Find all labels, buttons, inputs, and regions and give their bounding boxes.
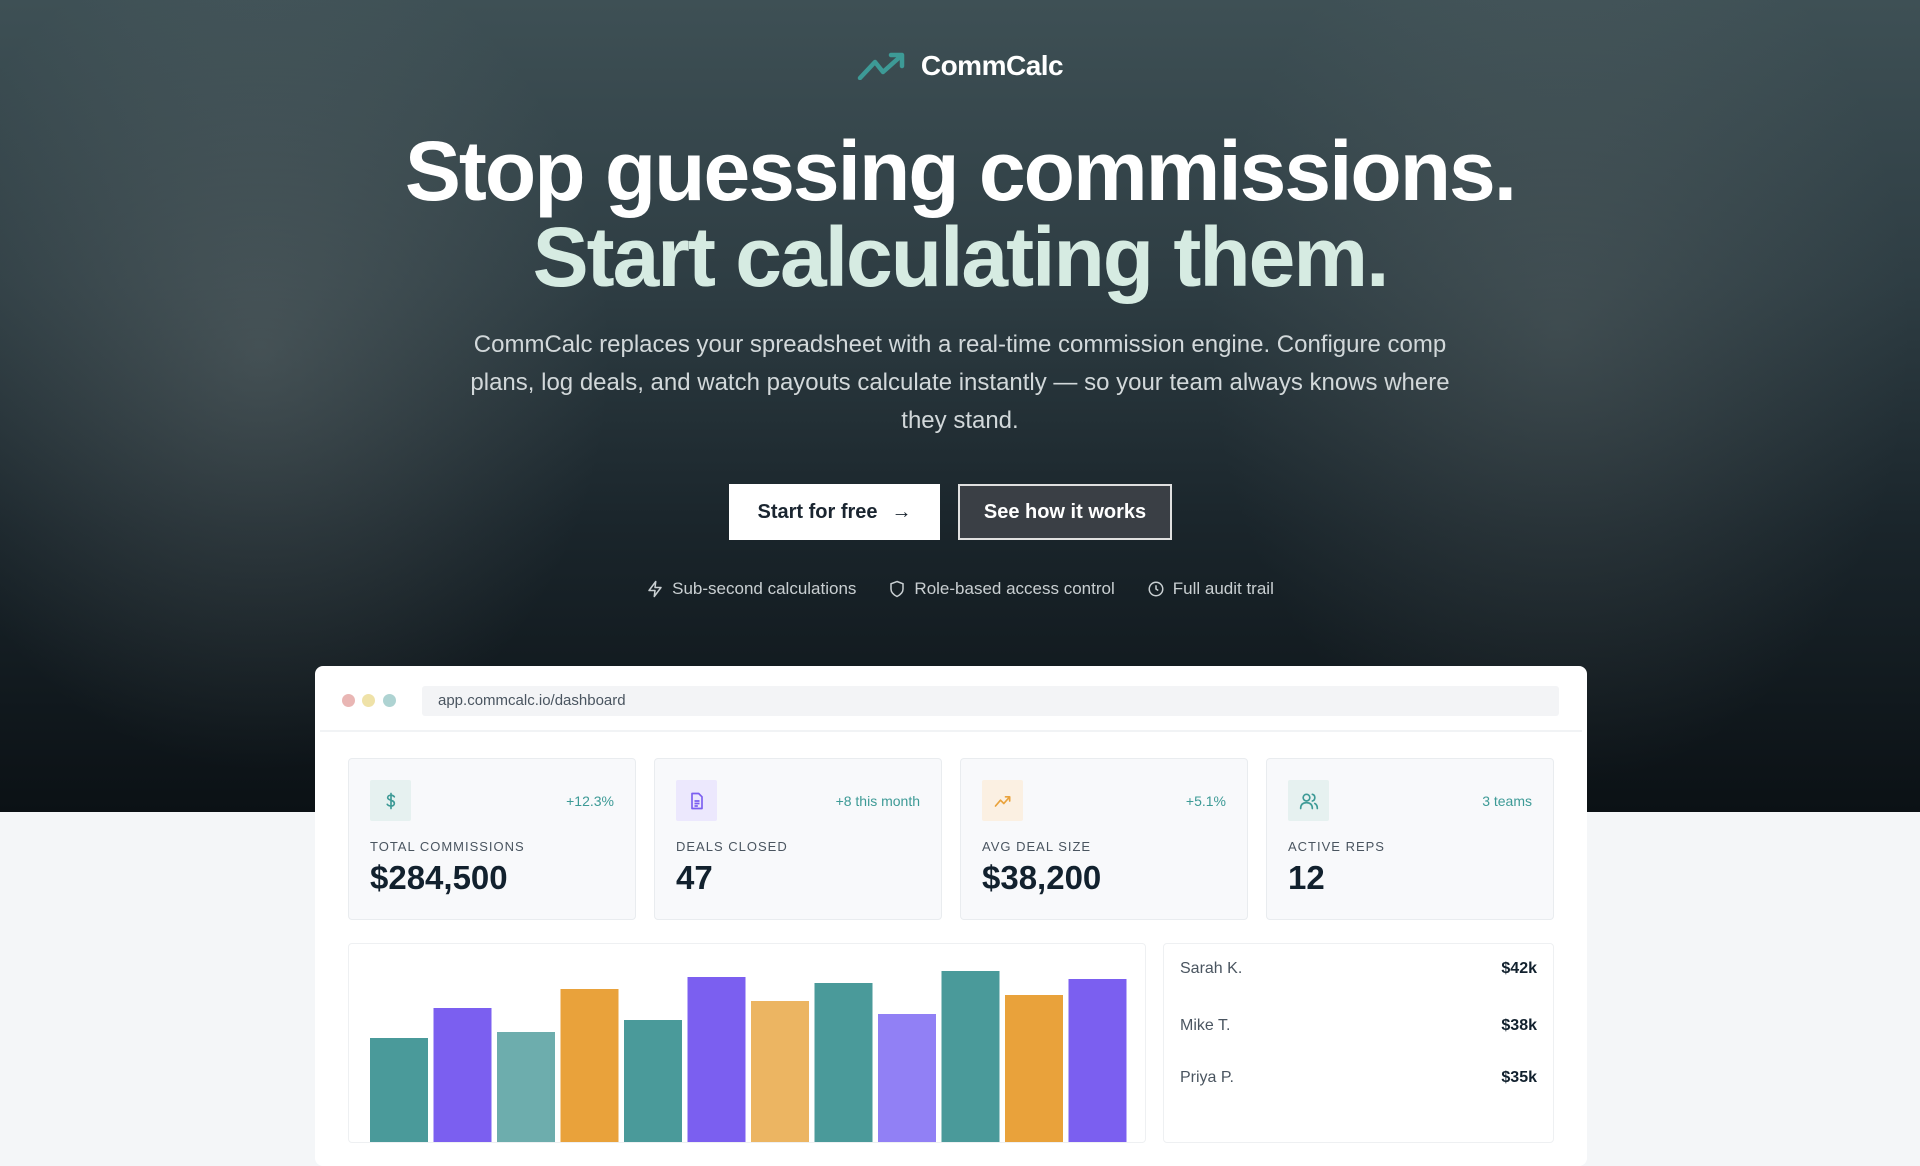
feature-item: Full audit trail <box>1147 579 1274 599</box>
logo[interactable]: CommCalc <box>0 50 1920 82</box>
feature-label: Role-based access control <box>914 579 1115 598</box>
feature-item: Role-based access control <box>888 579 1115 599</box>
leaderboard-panel: Sarah K. $42k Mike T. $38k Priya P. $35k <box>1163 943 1554 1143</box>
rep-name: Sarah K. <box>1180 960 1243 977</box>
brand-name: CommCalc <box>920 50 1064 81</box>
chart-bar <box>1068 979 1127 1142</box>
headline-line-1: Stop guessing commissions. <box>404 124 1517 218</box>
rep-amount: $35k <box>1501 1069 1537 1086</box>
rep-amount: $42k <box>1501 960 1537 977</box>
stat-icon-box <box>370 780 411 821</box>
dollar-icon <box>385 792 395 809</box>
stat-card: +5.1% AVG DEAL SIZE $38,200 <box>960 758 1248 920</box>
lightning-icon <box>648 580 662 598</box>
headline: Stop guessing commissions. Start calculat… <box>0 128 1920 300</box>
clock-icon <box>1148 581 1164 597</box>
stat-label: AVG DEAL SIZE <box>982 839 1092 854</box>
see-how-label: See how it works <box>983 500 1147 523</box>
leaderboard-row[interactable]: Sarah K. $42k <box>1180 960 1537 978</box>
chart-bar <box>941 971 1000 1142</box>
stat-icon-box <box>676 780 717 821</box>
trending-up-icon <box>994 795 1010 807</box>
stat-icon-box <box>1288 780 1329 821</box>
stat-icon-box <box>982 780 1023 821</box>
stat-label: ACTIVE REPS <box>1288 839 1385 854</box>
stat-label: TOTAL COMMISSIONS <box>370 839 525 854</box>
headline-line-2: Start calculating them. <box>532 210 1390 304</box>
subtitle: CommCalc replaces your spreadsheet with … <box>470 331 1450 434</box>
users-icon <box>1299 793 1318 809</box>
stat-value: $284,500 <box>370 859 508 896</box>
stat-value: $38,200 <box>982 859 1102 896</box>
stat-delta: +12.3% <box>566 793 614 809</box>
feature-label: Sub-second calculations <box>672 579 857 598</box>
window-minimize-dot <box>362 694 375 707</box>
chart-bar <box>687 977 746 1142</box>
chart-bar <box>814 983 873 1142</box>
stat-card: +8 this month DEALS CLOSED 47 <box>654 758 942 920</box>
rep-name: Priya P. <box>1180 1069 1234 1086</box>
shield-icon <box>890 580 905 598</box>
leaderboard-row[interactable]: Priya P. $35k <box>1180 1069 1537 1087</box>
rep-amount: $38k <box>1501 1017 1537 1034</box>
chart-bar <box>370 1038 428 1142</box>
see-how-button[interactable]: See how it works <box>958 484 1172 540</box>
stat-delta: 3 teams <box>1482 793 1532 809</box>
trending-up-icon <box>857 52 905 80</box>
feature-item: Sub-second calculations <box>646 579 856 599</box>
start-free-label: Start for free <box>757 500 878 523</box>
stat-value: 12 <box>1288 859 1325 896</box>
window-close-dot <box>342 694 355 707</box>
stat-delta: +5.1% <box>1185 793 1226 809</box>
chart-bar <box>433 1008 492 1142</box>
arrow-right-icon: → <box>891 500 912 523</box>
chart-bar <box>497 1032 555 1142</box>
stat-card: +12.3% TOTAL COMMISSIONS $284,500 <box>348 758 636 920</box>
start-free-button[interactable]: Start for free → <box>729 484 940 540</box>
window-maximize-dot <box>383 694 396 707</box>
stat-delta: +8 this month <box>835 793 920 809</box>
leaderboard-row[interactable]: Mike T. $38k <box>1180 1017 1537 1035</box>
feature-label: Full audit trail <box>1172 579 1274 598</box>
stat-label: DEALS CLOSED <box>676 839 788 854</box>
url-bar: app.commcalc.io/dashboard <box>422 686 1559 716</box>
chart-bar <box>1005 995 1063 1142</box>
chart-bar <box>751 1001 809 1142</box>
chart-panel <box>348 943 1146 1143</box>
rep-name: Mike T. <box>1180 1017 1231 1034</box>
chart-bar <box>624 1020 682 1142</box>
stat-card: 3 teams ACTIVE REPS 12 <box>1266 758 1554 920</box>
stat-value: 47 <box>676 859 713 896</box>
bar-chart <box>370 971 1127 1142</box>
document-icon <box>690 792 703 809</box>
feature-list: Sub-second calculations Role-based acces… <box>0 579 1920 599</box>
chart-bar <box>878 1014 936 1142</box>
chart-bar <box>560 989 619 1142</box>
divider <box>320 730 1582 732</box>
